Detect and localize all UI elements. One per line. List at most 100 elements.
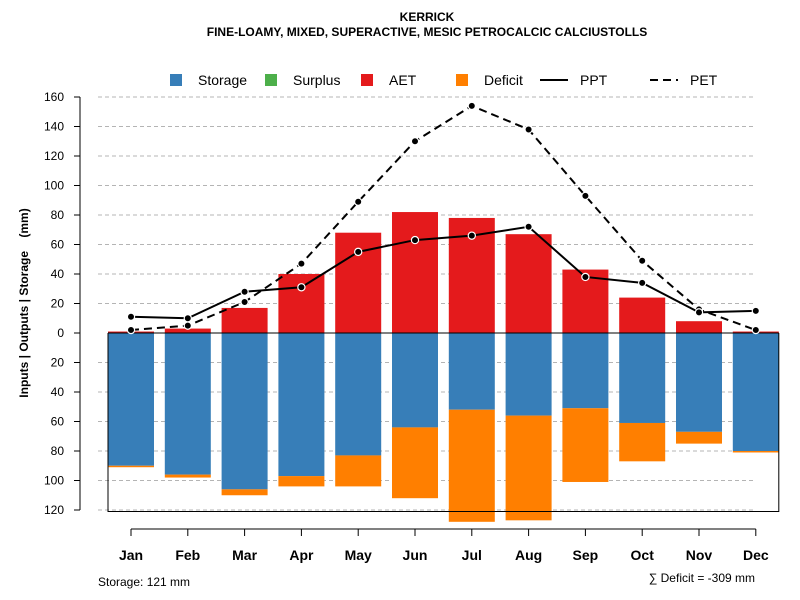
y-tick-label: 60 [51,238,65,252]
ppt-point-may [354,247,363,257]
x-tick-label-aug: Aug [515,547,542,563]
y-tick-label: 160 [44,90,64,104]
y-tick-label: 20 [51,297,65,311]
legend-item-pet: PET [650,72,718,88]
storage-footnote: Storage: 121 mm [98,575,190,589]
storage-bar-nov [676,333,722,432]
pet-point-sep [581,191,590,201]
x-tick-label-feb: Feb [175,547,200,563]
x-tick-label-jan: Jan [119,547,143,563]
chart-subtitle: FINE-LOAMY, MIXED, SUPERACTIVE, MESIC PE… [207,25,647,39]
storage-bar-jan [108,333,154,466]
y-tick-label: 40 [51,267,65,281]
y-tick-label: 60 [51,415,65,429]
deficit-bar-aug [505,415,552,521]
pet-point-oct [638,256,647,265]
y-tick-label: 140 [44,120,64,134]
pet-point-apr [297,259,306,268]
deficit-bar-jan [108,465,154,468]
legend: Storage Surplus AET Deficit PPT PET [170,72,718,88]
deficit-bar-nov [676,431,722,444]
aet-bar-apr [278,274,325,333]
x-tick-label-dec: Dec [743,547,769,563]
legend-swatch-surplus [265,74,277,86]
ppt-point-oct [638,278,647,288]
legend-swatch-storage [170,74,182,86]
pet-point-jul [467,101,476,111]
ppt-point-feb [183,314,192,323]
storage-capacity-frame [107,332,780,512]
legend-label-surplus: Surplus [293,72,340,88]
deficit-bar-jun [392,427,438,499]
storage-bar-oct [619,333,666,423]
aet-bar-mar [221,307,268,333]
y-tick-label: 40 [51,385,65,399]
pet-point-mar [240,297,249,307]
y-tick-label: 80 [51,444,65,458]
y-tick-label: 20 [51,356,65,370]
chart-title: KERRICK [400,10,455,24]
y-tick-label: 0 [57,326,64,340]
deficit-bar-apr [278,476,325,487]
aet-bar-nov [676,321,722,333]
deficit-bar-oct [619,422,666,462]
storage-bar-jul [448,333,495,410]
y-tick-label: 80 [51,208,65,222]
storage-bar-may [335,333,382,456]
x-tick-label-may: May [345,547,372,563]
pet-line [130,104,757,332]
legend-label-aet: AET [389,72,417,88]
storage-capacity-outline [107,333,780,512]
deficit-bar-sep [562,408,609,482]
ppt-point-aug [524,222,533,231]
ppt-point-jan [126,312,136,321]
y-tick-label: 120 [44,149,64,163]
deficit-footnote: ∑ Deficit = -309 mm [649,571,755,585]
axes: 160 140 120 100 80 60 40 20 0 20 40 60 80 100 120 Jan Fe… [44,90,769,563]
legend-item-storage: Storage [170,72,247,88]
lines [126,101,761,335]
legend-label-deficit: Deficit [484,72,523,88]
storage-bar-jun [392,333,438,428]
pet-point-aug [524,125,533,134]
legend-label-ppt: PPT [580,72,608,88]
x-tick-label-mar: Mar [232,547,257,563]
storage-bar-feb [164,333,211,475]
pet-point-may [354,197,363,206]
deficit-bar-mar [221,489,268,496]
x-tick-label-oct: Oct [631,547,655,563]
pet-point-dec [751,325,761,335]
ppt-line [130,225,756,320]
legend-item-surplus: Surplus [265,72,340,88]
y-axis-label: Inputs | Outputs | Storage (mm) [17,208,31,397]
aet-bar-aug [505,234,552,333]
deficit-bar-dec [732,451,779,453]
y-tick-label: 120 [44,503,64,517]
legend-item-aet: AET [361,72,417,88]
y-tick-label: 100 [44,179,64,193]
x-tick-label-apr: Apr [289,547,314,563]
legend-item-ppt: PPT [540,72,608,88]
storage-bar-dec [732,333,779,451]
x-tick-label-nov: Nov [686,547,713,563]
storage-bar-aug [505,333,552,416]
legend-label-pet: PET [690,72,718,88]
storage-bar-sep [562,333,609,409]
pet-point-jan [126,325,136,335]
deficit-bar-feb [164,474,211,478]
ppt-point-mar [240,287,249,296]
deficit-bar-jul [448,409,495,522]
ppt-point-jun [410,235,420,245]
pet-point-feb [183,321,192,330]
x-tick-label-jul: Jul [462,547,482,563]
deficit-bar-may [335,455,382,487]
ppt-point-dec [751,306,761,316]
pet-point-jun [410,137,420,146]
aet-bar-oct [619,297,666,333]
storage-bar-mar [221,333,268,490]
x-tick-label-jun: Jun [403,547,428,563]
x-tick-label-sep: Sep [573,547,599,563]
ppt-point-jul [467,231,476,240]
ppt-point-apr [297,283,306,292]
